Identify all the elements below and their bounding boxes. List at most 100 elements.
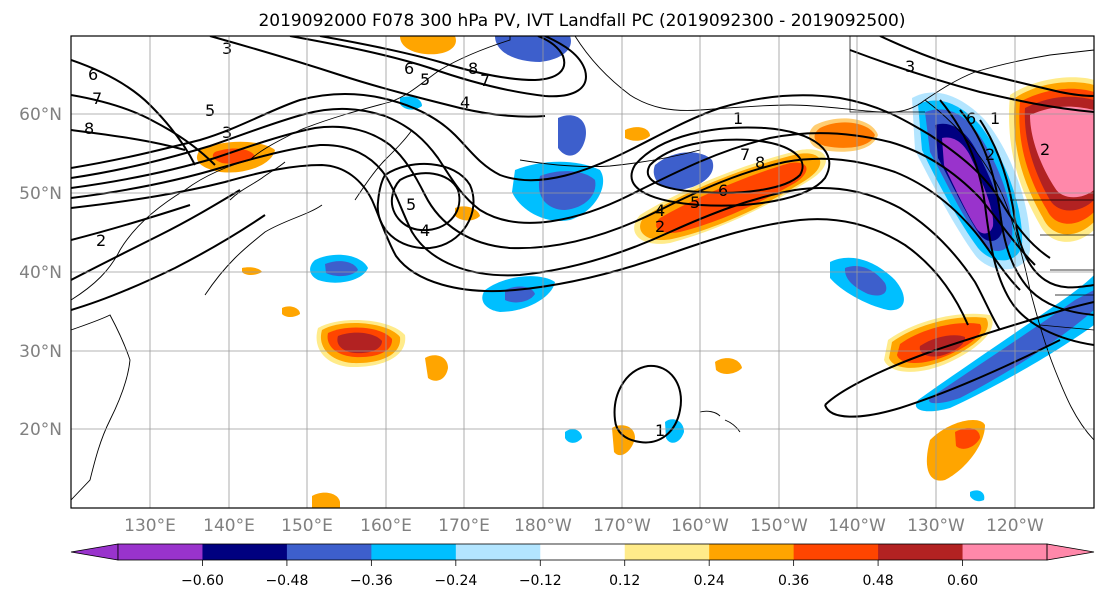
colorbar-cell — [962, 544, 1048, 560]
colorbar-tick-label: −0.12 — [519, 573, 562, 589]
colorbar-ticks: −0.60 −0.48 −0.36 −0.24 −0.12 0.12 0.24 0.36 0.4… — [181, 560, 978, 589]
lon-label: 170°W — [593, 516, 651, 536]
contour-label: 4 — [460, 93, 470, 112]
colorbar-tick-label: −0.48 — [265, 573, 308, 589]
contour-label: 2 — [96, 231, 106, 250]
colorbar-cell — [371, 544, 457, 560]
coast-hawaii — [699, 410, 741, 433]
lon-label: 140°E — [203, 516, 255, 536]
coast-japan — [204, 204, 323, 296]
pos-anomaly-small-1 — [425, 355, 448, 381]
contour-label: 5 — [205, 101, 215, 120]
pv-contour-sw-1 — [71, 204, 191, 241]
colorbar-tick-label: 0.36 — [778, 573, 809, 589]
colorbar-tick-label: −0.60 — [181, 573, 224, 589]
contour-label: 1 — [990, 109, 1000, 128]
colorbar-cell — [624, 544, 710, 560]
colorbar-frame — [117, 543, 1048, 561]
contour-label: 6 — [404, 59, 414, 78]
political-boundaries — [849, 36, 1094, 331]
contour-label: 8 — [468, 59, 478, 78]
neg-anomaly-140w-38n-2 — [844, 265, 887, 296]
contour-label: 4 — [655, 201, 665, 220]
coast-japan-2 — [229, 161, 286, 201]
pv-contour-ne-top — [879, 36, 1094, 97]
contour-label: 5 — [690, 193, 700, 212]
pv-contour-trough-2 — [959, 109, 1094, 316]
pv-contour-low-2 — [376, 162, 475, 250]
pos-anomaly-small-4 — [612, 425, 635, 456]
contour-label: 6 — [966, 109, 976, 128]
lon-label: 150°E — [281, 516, 333, 536]
boundary-canada-alaska — [849, 36, 925, 113]
colorbar-cell — [709, 544, 795, 560]
contour-label: 2 — [655, 217, 665, 236]
pv-contour-5 — [71, 163, 969, 326]
colorbar-cells — [118, 544, 1048, 560]
pos-anomaly-kamchatka — [400, 36, 456, 55]
contour-label: 7 — [92, 89, 102, 108]
pos-anomaly-small-9 — [625, 127, 650, 141]
lat-label: 20°N — [19, 420, 62, 440]
colorbar-cell — [540, 544, 626, 560]
pv-contour-trough-1 — [979, 119, 1094, 289]
pos-anomaly-160e-30n-4 — [337, 332, 382, 354]
neg-anomaly-small-4 — [970, 490, 985, 502]
contour-label: 8 — [84, 119, 94, 138]
colorbar-tick-label: 0.12 — [609, 573, 640, 589]
pv-contour-cutoff — [613, 364, 682, 444]
colorbar-extend-high — [1046, 543, 1095, 561]
pos-anomaly-small-8 — [242, 267, 262, 275]
contour-label: 7 — [740, 145, 750, 164]
neg-anomaly-socal-band-2 — [929, 290, 1094, 404]
lon-label: 140°W — [828, 516, 886, 536]
pv-contour-aleut-1 — [647, 138, 804, 194]
pos-anomaly-small-5 — [715, 358, 742, 374]
pv-contour-1 — [71, 93, 1051, 259]
contour-label: 3 — [222, 39, 232, 58]
lon-label: 170°E — [438, 516, 490, 536]
pv-contour-nw-3 — [71, 129, 186, 151]
contour-label: 5 — [420, 70, 430, 89]
colorbar-extend-low — [70, 543, 119, 561]
neg-anomaly-aleut-4 — [558, 115, 586, 156]
neg-anomaly-small-3 — [400, 96, 422, 110]
lon-label: 160°E — [360, 516, 412, 536]
neg-anomaly-small-2 — [665, 419, 684, 443]
contour-label-group: 3 6 7 8 5 3 2 6 5 8 7 4 5 4 1 7 8 4 5 2 … — [84, 39, 1050, 440]
contour-label: 6 — [88, 65, 98, 84]
pv-contour-north-2 — [319, 36, 566, 82]
colorbar-tick-label: −0.24 — [434, 573, 477, 589]
colorbar-cell — [878, 544, 964, 560]
neg-anomaly-socal-band — [915, 275, 1094, 412]
pv-contour-subtrop — [824, 301, 1094, 406]
pv-contour-ne-top-2 — [849, 49, 1094, 113]
colorbar-cell — [118, 544, 203, 560]
contour-label: 4 — [420, 221, 430, 240]
colorbar-cell — [455, 544, 541, 560]
neg-anomaly-aleut-3 — [538, 171, 596, 210]
lat-label: 60°N — [19, 105, 62, 125]
colorbar-cell — [793, 544, 879, 560]
boundary-us-mexico — [1039, 324, 1094, 331]
pv-contour-trough-3 — [939, 99, 1094, 346]
colorbar-tick-label: −0.36 — [350, 573, 393, 589]
lat-label: 30°N — [19, 342, 62, 362]
colorbar-cell — [202, 544, 288, 560]
pos-anomaly-small-6 — [312, 492, 340, 508]
contour-label: 7 — [480, 71, 490, 90]
ivt-anomaly-shading — [196, 36, 1094, 508]
pos-anomaly-pnw-5 — [1030, 106, 1094, 198]
neg-anomaly-small-1 — [565, 429, 582, 443]
lon-label: 120°W — [986, 516, 1044, 536]
longitude-labels: 130°E 140°E 150°E 160°E 170°E 180°W 170°… — [124, 516, 1044, 536]
pv-contour-north-1 — [289, 36, 587, 98]
pv-contour-subtrop-2 — [824, 339, 1061, 418]
lat-label: 40°N — [19, 263, 62, 283]
pv-contours — [71, 36, 1094, 444]
colorbar-tick-label: 0.60 — [947, 573, 978, 589]
lat-label: 50°N — [19, 184, 62, 204]
pos-anomaly-small-3b — [955, 428, 980, 449]
map-title: 2019092000 F078 300 hPa PV, IVT Landfall… — [258, 11, 905, 31]
lon-label: 180°W — [514, 516, 572, 536]
